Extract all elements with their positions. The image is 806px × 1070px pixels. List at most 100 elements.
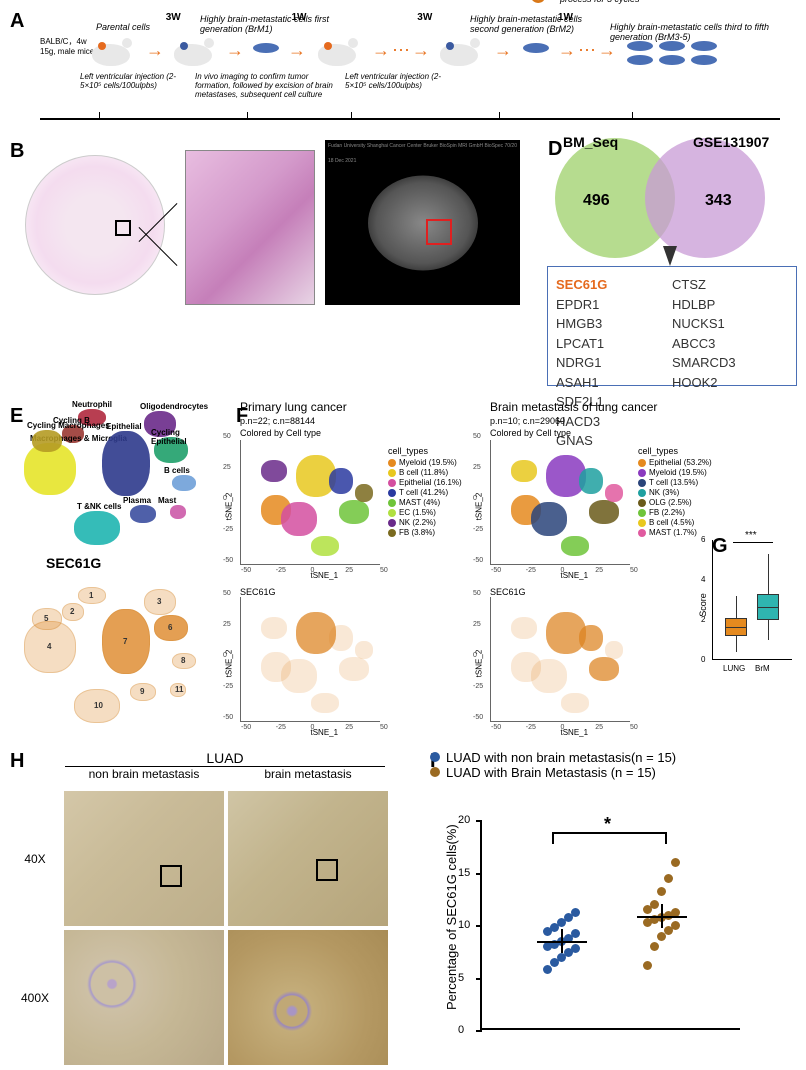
y-tick: -25 xyxy=(223,526,233,533)
boxplot-box xyxy=(757,594,779,620)
dish2 xyxy=(522,42,550,54)
label-inj2: Left ventricular injection (2-5×10⁵ cell… xyxy=(345,72,445,90)
y-tick-mark xyxy=(476,1030,482,1032)
venn-diagram: BM_Seq GSE131907 496 343 xyxy=(535,138,795,248)
panel-i: LUAD with non brain metastasis(n = 15) L… xyxy=(430,750,800,1070)
scatter-ylabel: Percentage of SEC61G cells(%) xyxy=(444,824,459,1010)
tsne-cluster-label: T &NK cells xyxy=(77,502,121,511)
x-tick: 50 xyxy=(380,724,388,731)
ihc-40x-bm xyxy=(228,791,388,926)
label-inj1: Left ventricular injection (2-5×10⁵ cell… xyxy=(80,72,180,90)
histology-zoom xyxy=(185,150,315,305)
mouse1 xyxy=(90,36,136,66)
tsne-cluster-number: 2 xyxy=(70,607,74,616)
boxplot-whisker xyxy=(736,596,737,618)
legend-dot xyxy=(638,509,646,517)
legend-row: Myeloid (19.5%) xyxy=(388,458,462,467)
arrow-icon: → xyxy=(142,40,168,61)
tsne-cluster xyxy=(130,505,156,523)
y-tick: 0 xyxy=(223,652,227,659)
tsne-cluster-number: 3 xyxy=(157,597,161,606)
tsne-cluster xyxy=(311,536,339,556)
sec61g-title: SEC61G xyxy=(46,555,230,571)
panel-h: LUAD non brain metastasis brain metastas… xyxy=(10,750,410,1070)
ihc-row2: 400X xyxy=(10,930,60,1065)
legend-label: Myeloid (19.5%) xyxy=(399,458,457,467)
venn-left-label: BM_Seq xyxy=(563,134,618,150)
x-axis-label: tSNE_1 xyxy=(311,571,339,580)
tsne-cluster xyxy=(170,505,186,519)
y-tick: 0 xyxy=(473,495,477,502)
sec61g-small-left: SEC61G xyxy=(240,587,465,597)
tsne-cluster-label: Cycling Macrophages xyxy=(27,421,110,430)
legend-dot xyxy=(638,479,646,487)
x-tick: -25 xyxy=(526,724,536,731)
gene-item: HMGB3 xyxy=(556,314,672,334)
legend-row: NK (3%) xyxy=(638,488,712,497)
y-tick: -50 xyxy=(473,557,483,564)
tl-3w-2: 3W xyxy=(417,12,432,23)
tsne-cluster-number: 11 xyxy=(175,685,183,694)
y-tick: 50 xyxy=(223,433,231,440)
scatter-point xyxy=(657,887,666,896)
ihc-row1: 40X xyxy=(10,791,60,926)
mri-date: 18 Dec 2021 xyxy=(328,158,356,164)
y-tick-mark xyxy=(476,820,482,822)
mouse-info: BALB/C，4w 15g, male mice xyxy=(40,36,95,56)
legend-row: OLG (2.5%) xyxy=(638,498,712,507)
legend-dot xyxy=(388,509,396,517)
gene-list-box: SEC61GEPDR1HMGB3LPCAT1NDRG1ASAH1SDF2L1HA… xyxy=(547,266,797,386)
tsne-e-upper: NeutrophilCycling BOligodendrocytesMacro… xyxy=(22,405,217,555)
ihc-header: LUAD xyxy=(65,750,385,767)
pf-left-sub: p.n=22; c.n=88144 xyxy=(240,416,465,426)
tsne-cluster xyxy=(102,431,150,496)
pf-right-upper: tSNE_2 tSNE_1 -50-50-25-250025255050 xyxy=(490,440,630,565)
y-tick: 25 xyxy=(223,464,231,471)
pf-leg-left: cell_types Myeloid (19.5%)B cell (11.8%)… xyxy=(388,446,462,538)
pf-left-lower: tSNE_2 tSNE_1 -50-50-25-250025255050 xyxy=(240,597,380,722)
legend-dot xyxy=(638,459,646,467)
ihc-grid: non brain metastasis brain metastasis 40… xyxy=(10,767,410,1065)
tsne-cluster xyxy=(589,657,619,681)
legend-label: B cell (11.8%) xyxy=(399,468,448,477)
tsne-cluster-number: 8 xyxy=(181,656,185,665)
x-label: LUNG xyxy=(723,664,745,673)
pf-left-upper: tSNE_2 tSNE_1 -50-50-25-250025255050 xyxy=(240,440,380,565)
gene-item: ABCC3 xyxy=(672,334,788,354)
legend-dot xyxy=(388,479,396,487)
venn-left-n: 496 xyxy=(583,192,610,210)
tsne-cluster-number: 5 xyxy=(44,614,48,623)
gene-item: SEC61G xyxy=(556,275,672,295)
y-tick: 0 xyxy=(223,495,227,502)
panel-a-schematic: Parental cells Highly brain-metastatic c… xyxy=(40,10,780,130)
y-tick: 0 xyxy=(458,1024,464,1036)
dishes-final xyxy=(626,40,718,52)
y-tick: 25 xyxy=(223,621,231,628)
sig-stars: *** xyxy=(745,530,757,541)
scatter-point xyxy=(650,942,659,951)
legend-label: Epithelial (53.2%) xyxy=(649,458,712,467)
scatter-point xyxy=(571,929,580,938)
legend-label: EC (1.5%) xyxy=(399,508,436,517)
pf-right-lower: tSNE_2 tSNE_1 -50-50-25-250025255050 xyxy=(490,597,630,722)
x-tick: 0 xyxy=(311,724,315,731)
sig-star: * xyxy=(604,814,611,835)
legend-dot xyxy=(388,459,396,467)
y-tick: 0 xyxy=(473,652,477,659)
tsne-cluster xyxy=(605,484,623,502)
gene-item: CTSZ xyxy=(672,275,788,295)
tsne-cluster xyxy=(329,468,353,494)
legend-label: FB (2.2%) xyxy=(649,508,685,517)
error-bar xyxy=(661,904,663,928)
legend-row: NK (2.2%) xyxy=(388,518,462,527)
arrow-icon: → xyxy=(222,40,248,61)
legend-row: MAST (4%) xyxy=(388,498,462,507)
legend-row: T cell (41.2%) xyxy=(388,488,462,497)
tsne-cluster xyxy=(261,617,287,639)
tsne-cluster xyxy=(311,693,339,713)
x-tick: -50 xyxy=(241,567,251,574)
scatter-point xyxy=(571,908,580,917)
scatter-point xyxy=(650,900,659,909)
y-tick: -50 xyxy=(223,714,233,721)
tsne-cluster xyxy=(74,511,120,545)
